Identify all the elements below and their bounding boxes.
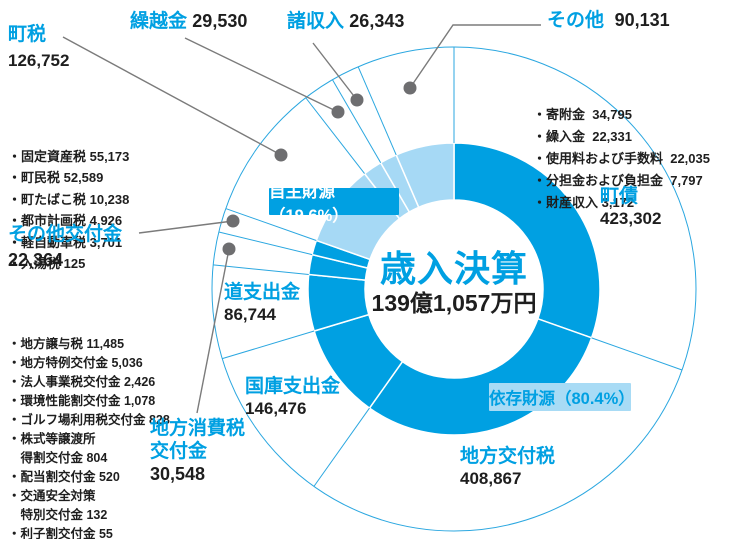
divider-tick <box>225 208 317 241</box>
divider-tick <box>332 79 382 163</box>
breakdown-item: ・固定資産税 55,173 <box>8 148 130 164</box>
kokko-shishutsukin-value: 146,476 <box>245 399 307 418</box>
divider-tick <box>591 337 683 371</box>
sector-divider-lines <box>213 47 683 487</box>
donut-slice-地方交付税 <box>368 317 593 436</box>
chiho-kofuzei-title: 地方交付税 <box>460 446 556 467</box>
divider-tick <box>213 264 309 275</box>
chiho-kofuzei-value: 408,867 <box>460 469 522 488</box>
chiho-shohizei-value: 30,548 <box>150 464 206 484</box>
breakdown-item: ・法人事業税交付金 2,426 <box>8 375 156 389</box>
donut-slice-その他 <box>395 142 455 209</box>
breakdown-item: ・軽自動車税 3,701 <box>8 234 123 250</box>
sonota-value: 90,131 <box>614 10 670 30</box>
donut-center-label: 歳入決算 139億1,057万円 <box>324 249 584 317</box>
breakdown-item: ・入湯税 125 <box>8 256 86 271</box>
leader-dot-sonota-kofukin <box>226 214 240 228</box>
divider-tick <box>222 330 315 360</box>
kurikoshikin-value: 29,530 <box>192 11 248 31</box>
breakdown-item: ・財産収入 3,172 <box>533 195 635 210</box>
sonota-kofukin-breakdown-list: ・地方譲与税 11,485 ・地方特例交付金 5,036 ・法人事業税交付金 2,4… <box>8 278 170 539</box>
label-block-chozei: 町税 126,752 ・固定資産税 55,173 ・町民税 52,589 ・町たばこ… <box>8 23 129 275</box>
label-kurikoshikin: 繰越金 29,530 <box>130 10 247 33</box>
sonota-breakdown-list: ・寄附金 34,795 ・繰入金 22,331 ・使用料および手数料 22,035 ・… <box>533 38 710 214</box>
label-block-chiho-kofuzei: 地方交付税 408,867 <box>460 445 555 490</box>
label-block-do-shishutsukin: 道支出金 86,744 <box>224 281 300 326</box>
do-shishutsukin-title: 道支出金 <box>224 282 301 303</box>
leader-lines <box>62 24 541 414</box>
breakdown-item: ・配当割交付金 520 <box>8 470 120 484</box>
chart-title: 歳入決算 <box>379 248 528 289</box>
chiho-shohizei-title-line1: 地方消費税 <box>150 418 246 439</box>
kurikoshikin-title: 繰越金 <box>130 11 188 32</box>
breakdown-item: ・地方特例交付金 5,036 <box>8 356 143 370</box>
breakdown-item: ・利子割交付金 55 <box>8 527 113 539</box>
izon-zaigen-badge: 依存財源（80.4%） <box>489 383 635 411</box>
breakdown-item: ・都市計画税 4,926 <box>8 213 123 228</box>
label-block-sonota-kofukin: その他交付金 22,364 ・地方譲与税 11,485 ・地方特例交付金 5,03… <box>8 223 170 539</box>
chosai-value: 423,302 <box>600 209 662 228</box>
kokko-shishutsukin-title: 国庫支出金 <box>245 376 341 397</box>
breakdown-item: ・環境性能割交付金 1,078 <box>8 394 156 408</box>
breakdown-item: ・使用料および手数料 22,035 <box>533 151 710 166</box>
shoshunyu-title: 諸収入 <box>287 11 345 32</box>
chozei-breakdown-list: ・固定資産税 55,173 ・町民税 52,589 ・町たばこ税 10,238 ・都市… <box>8 81 129 275</box>
breakdown-item: 特別交付金 132 <box>8 508 108 522</box>
leader-line-shoshunyu <box>312 42 358 101</box>
breakdown-item: 得割交付金 804 <box>8 451 108 465</box>
chosai-title: 町債 <box>600 186 639 207</box>
breakdown-item: ・町民税 52,589 <box>8 170 104 185</box>
leader-line-chiho-shohizei <box>196 248 230 414</box>
chart-total: 139億1,057万円 <box>371 290 537 316</box>
leader-line-sonota <box>409 24 541 89</box>
sonota-title: その他 <box>547 10 605 31</box>
sonota-kofukin-value: 22,364 <box>8 250 64 270</box>
leader-dot-kurikoshikin <box>331 105 345 119</box>
leader-dot-sonota <box>403 81 417 95</box>
divider-tick <box>305 97 365 174</box>
chiho-shohizei-title-line2: 交付金 <box>150 441 208 462</box>
breakdown-item: ・町たばこ税 10,238 <box>8 191 130 207</box>
donut-slice-町債 <box>453 142 601 339</box>
leader-dot-chiho-shohizei <box>222 242 236 256</box>
label-block-kokko-shishutsukin: 国庫支出金 146,476 <box>245 375 340 420</box>
breakdown-item: ・地方譲与税 11,485 <box>8 337 125 351</box>
chozei-title: 町税 <box>8 24 47 45</box>
do-shishutsukin-value: 86,744 <box>224 305 276 324</box>
label-shoshunyu: 諸収入 26,343 <box>287 10 404 33</box>
shoshunyu-value: 26,343 <box>349 11 405 31</box>
label-block-sonota: その他 90,131 ・寄附金 34,795 ・繰入金 22,331 ・使用料および… <box>533 9 710 214</box>
leader-dot-chozei <box>274 148 288 162</box>
breakdown-item: ・交通安全対策 <box>8 489 96 503</box>
divider-tick <box>218 231 313 256</box>
leader-dot-shoshunyu <box>350 93 364 107</box>
breakdown-item: ・株式等譲渡所 <box>8 432 96 446</box>
leader-line-sonota-kofukin <box>138 220 234 234</box>
label-block-chiho-shohizei: 地方消費税 交付金 30,548 <box>150 417 245 486</box>
breakdown-item: ・繰入金 22,331 <box>533 129 632 144</box>
leader-line-chozei <box>62 36 282 156</box>
chozei-value: 126,752 <box>8 51 70 70</box>
breakdown-item: ・寄附金 34,795 <box>533 107 632 122</box>
breakdown-item: ・分担金および負担金 7,797 <box>533 173 703 188</box>
leader-line-kurikoshikin <box>184 37 339 113</box>
sonota-title-row: その他 90,131 <box>547 9 710 32</box>
label-block-chosai: 町債 423,302 <box>600 185 661 230</box>
divider-tick <box>357 66 397 156</box>
sonota-kofukin-title: その他交付金 <box>8 224 123 245</box>
divider-tick <box>313 407 370 487</box>
jishu-zaigen-badge: 自主財源（19.6%） <box>269 183 399 225</box>
breakdown-item: ・ゴルフ場利用税交付金 828 <box>8 413 170 427</box>
